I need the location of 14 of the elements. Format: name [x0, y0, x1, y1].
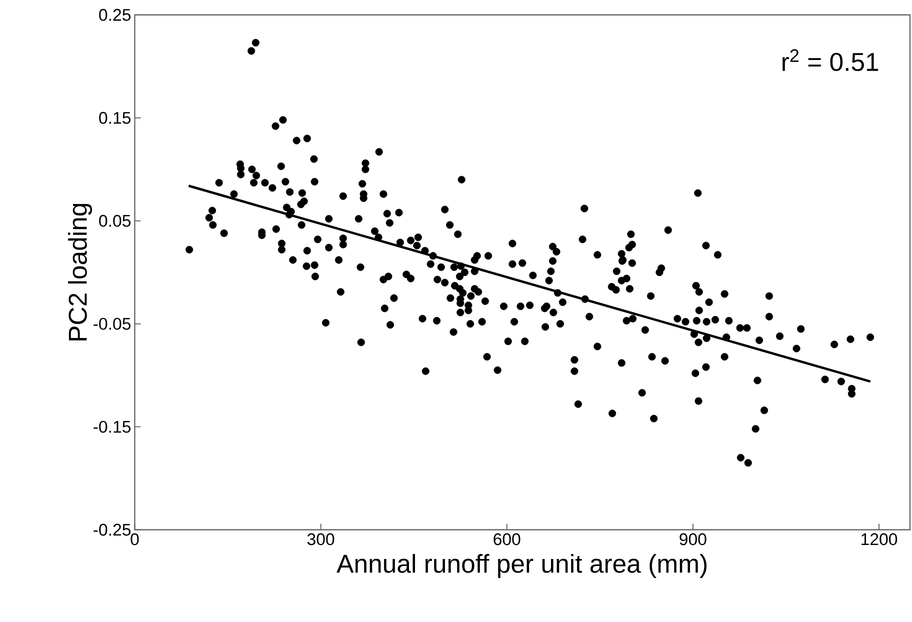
y-tick-label: 0.05: [99, 214, 131, 227]
x-tick-label: 1200: [862, 533, 898, 546]
y-axis-title: PC2 loading: [68, 204, 92, 340]
x-tick-label: 0: [130, 533, 139, 546]
y-tick-label: 0.25: [99, 8, 131, 21]
x-tick-label: 600: [494, 533, 520, 546]
x-tick-label: 900: [680, 533, 706, 546]
y-tick-label: -0.25: [94, 524, 131, 536]
x-axis-title: Annual runoff per unit area (mm): [336, 554, 707, 578]
y-tick-label: -0.05: [94, 318, 131, 330]
y-tick-label: 0.15: [99, 112, 131, 124]
annotation: r$^{2}$ = 0.51: [782, 49, 878, 71]
x-tick-label: 300: [307, 533, 334, 546]
y-tick-label: -0.15: [94, 420, 131, 433]
